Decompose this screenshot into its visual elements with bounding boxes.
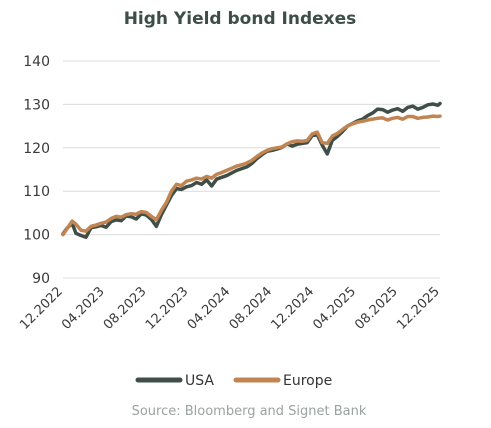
- y-tick-label: 140: [23, 54, 50, 70]
- chart-title: High Yield bond Indexes: [124, 9, 357, 29]
- x-tick-label: 12.2025: [394, 284, 443, 333]
- x-tick-label: 04.2023: [59, 284, 108, 333]
- x-tick-label: 12.2023: [143, 284, 192, 333]
- series-line-usa: [61, 101, 442, 239]
- y-tick-label: 100: [23, 228, 50, 244]
- x-tick-label: 04.2024: [185, 284, 234, 333]
- grid: [63, 60, 440, 279]
- legend-label-usa: USA: [185, 373, 214, 389]
- series-line-europe: [61, 114, 442, 237]
- x-tick-label: 08.2024: [227, 284, 276, 333]
- x-tick-label: 04.2025: [310, 284, 359, 333]
- y-tick-label: 90: [32, 271, 50, 287]
- legend-label-europe: Europe: [283, 373, 332, 389]
- y-tick-label: 130: [23, 97, 50, 113]
- y-tick-label: 110: [23, 184, 50, 200]
- x-tick-label: 12.2022: [17, 284, 66, 333]
- x-tick-label: 12.2024: [269, 284, 318, 333]
- legend: USA Europe: [135, 373, 332, 389]
- series-lines: [61, 101, 442, 239]
- x-tick-label: 08.2025: [352, 284, 401, 333]
- y-axis-ticks: 90 100 110 120 130 140: [23, 54, 50, 287]
- source-note: Source: Bloomberg and Signet Bank: [132, 404, 367, 419]
- y-tick-label: 120: [23, 141, 50, 157]
- x-tick-label: 08.2023: [101, 284, 150, 333]
- x-axis-ticks: 12.202204.202308.202312.202304.202408.20…: [17, 284, 443, 333]
